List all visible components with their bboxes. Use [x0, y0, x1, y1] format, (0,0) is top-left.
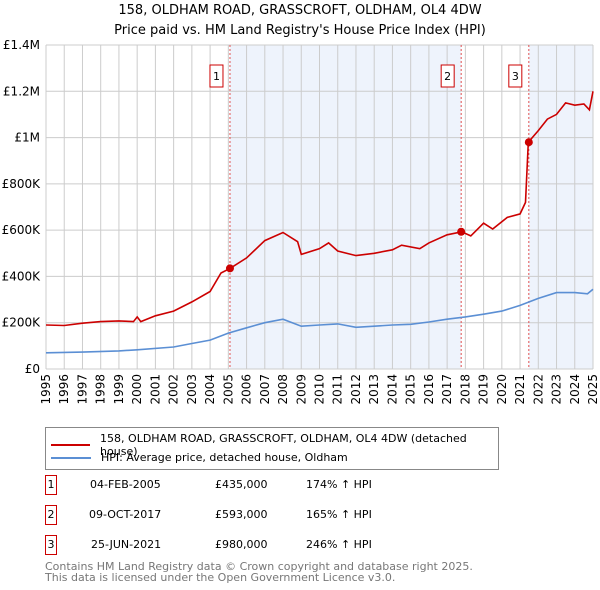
y-tick-label: £1.2M: [3, 84, 40, 98]
sale-hpi: 174% ↑ HPI: [306, 478, 372, 491]
x-tick-label: 2016: [422, 374, 436, 405]
x-tick-label: 2024: [568, 374, 582, 405]
x-tick-label: 2015: [404, 374, 418, 405]
shaded-period: [229, 45, 462, 369]
sale-label: 2: [444, 70, 451, 83]
price-chart: 1995 1996 1997 1998 1999 2000 2001 2002 2003 2004…: [2, 38, 600, 405]
y-tick-label: £200K: [2, 316, 42, 330]
sale-label: 1: [213, 70, 220, 83]
x-tick-label: 2023: [550, 374, 564, 405]
x-tick-label: 2020: [495, 374, 509, 405]
x-tick-label: 2017: [440, 374, 454, 405]
x-tick-label: 2000: [130, 374, 144, 405]
y-tick-label: £0: [25, 362, 40, 376]
sale-price: £980,000: [215, 538, 268, 551]
x-tick-label: 2019: [477, 374, 491, 405]
legend-property: 158, OLDHAM ROAD, GRASSCROFT, OLDHAM, OL…: [100, 432, 467, 458]
x-tick-label: 2025: [586, 374, 600, 405]
footer-licence: This data is licensed under the Open Gov…: [45, 571, 396, 584]
sale-row-1: 1 04-FEB-2005 £435,000 174% ↑ HPI: [45, 475, 445, 495]
sale-label-box: [209, 64, 224, 88]
x-tick-label: 2001: [148, 374, 162, 405]
x-tick-label: 2014: [385, 374, 399, 405]
x-tick-label: 2006: [240, 374, 254, 405]
sale-hpi: 246% ↑ HPI: [306, 538, 372, 551]
shaded-period: [528, 45, 593, 369]
x-tick-label: 2009: [294, 374, 308, 405]
sale-point: [225, 264, 234, 273]
sale-date: 25-JUN-2021: [91, 538, 162, 551]
sale-price: £593,000: [215, 508, 268, 521]
hpi-line: [45, 288, 594, 354]
x-tick-label: 2003: [185, 374, 199, 405]
sale-hpi: 165% ↑ HPI: [306, 508, 372, 521]
footer-copyright: Contains HM Land Registry data © Crown c…: [45, 560, 473, 573]
y-tick-label: £1.4M: [3, 38, 40, 52]
sale-label: 3: [512, 70, 519, 83]
chart-title: 158, OLDHAM ROAD, GRASSCROFT, OLDHAM, OL…: [118, 3, 482, 18]
legend-red-line: [51, 444, 91, 446]
sale-row-2: 2 09-OCT-2017 £593,000 165% ↑ HPI: [45, 505, 445, 525]
x-tick-label: 2021: [513, 374, 527, 405]
x-tick-label: 2012: [349, 374, 363, 405]
sale-label-box: [440, 64, 455, 88]
legend-blue-line: [51, 456, 91, 459]
y-tick-label: £800K: [2, 177, 42, 191]
legend-hpi: HPI: Average price, detached house, Oldh…: [101, 451, 348, 464]
x-tick-label: 2022: [531, 374, 545, 405]
legend: 158, OLDHAM ROAD, GRASSCROFT, OLDHAM, OL…: [45, 427, 499, 470]
x-tick-label: 1995: [39, 374, 53, 405]
y-tick-label: £600K: [2, 223, 42, 237]
x-tick-label: 2005: [221, 374, 235, 405]
x-tick-label: 2011: [331, 374, 345, 405]
sale-label-box: [508, 64, 523, 88]
x-tick-label: 1996: [57, 374, 71, 405]
sale-date: 04-FEB-2005: [90, 478, 161, 491]
sale-marker-2: 2: [45, 505, 57, 525]
x-tick-label: 2004: [203, 374, 217, 405]
x-tick-label: 1997: [75, 374, 89, 405]
x-tick-label: 2010: [313, 374, 327, 405]
y-tick-label: £1M: [14, 131, 40, 145]
x-tick-label: 1998: [94, 374, 108, 405]
x-tick-label: 2018: [458, 374, 472, 405]
y-tick-label: £400K: [2, 269, 42, 283]
sale-point: [524, 138, 533, 147]
sale-point: [457, 227, 466, 236]
sale-date: 09-OCT-2017: [89, 508, 162, 521]
sale-row-3: 3 25-JUN-2021 £980,000 246% ↑ HPI: [45, 535, 445, 555]
x-tick-label: 2002: [167, 374, 181, 405]
sale-marker-1: 1: [45, 475, 57, 495]
x-tick-label: 2008: [276, 374, 290, 405]
sale-price: £435,000: [215, 478, 268, 491]
x-tick-label: 2013: [367, 374, 381, 405]
x-tick-label: 1999: [112, 374, 126, 405]
x-tick-label: 2007: [258, 374, 272, 405]
property-price-line: [45, 91, 594, 327]
sale-marker-3: 3: [45, 535, 57, 555]
chart-subtitle: Price paid vs. HM Land Registry's House …: [114, 23, 486, 38]
